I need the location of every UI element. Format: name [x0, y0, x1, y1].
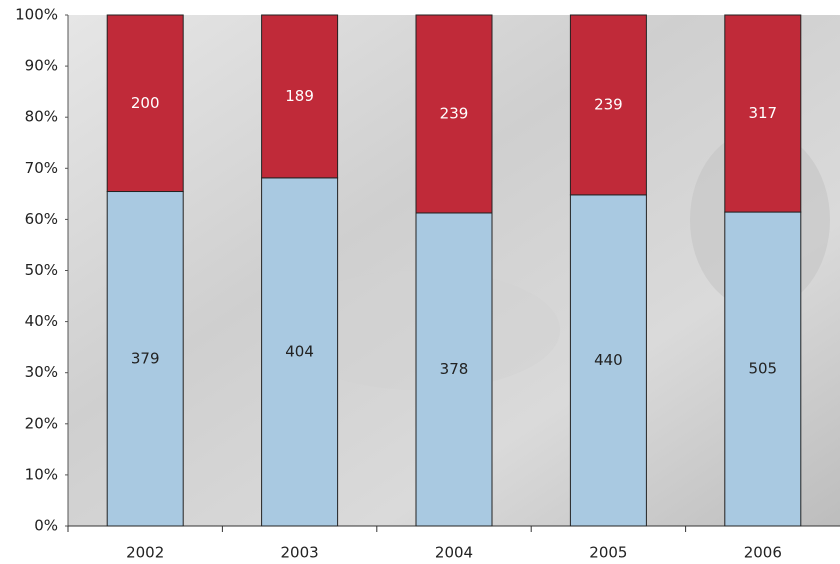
bar-segment: [724, 14, 802, 213]
data-label: 239: [594, 95, 623, 113]
y-tick-label: 70%: [25, 159, 58, 177]
bar-segment: [569, 14, 647, 196]
data-label: 378: [440, 360, 469, 378]
data-label: 200: [131, 94, 160, 112]
data-label: 317: [748, 104, 777, 122]
y-tick-label: 30%: [25, 363, 58, 381]
y-tick-label: 20%: [25, 414, 58, 432]
x-tick-label: 2004: [435, 544, 473, 562]
bar-segment: [261, 177, 339, 527]
bar-segment: [569, 194, 647, 527]
data-label: 239: [440, 104, 469, 122]
data-label: 440: [594, 351, 623, 369]
bar-segment: [415, 212, 493, 527]
y-tick-label: 0%: [34, 517, 58, 535]
data-label: 404: [285, 342, 314, 360]
x-tick-label: 2006: [744, 544, 782, 562]
y-tick-label: 50%: [25, 261, 58, 279]
bar-segment: [724, 211, 802, 527]
bar-segment: [415, 14, 493, 214]
data-label: 505: [748, 360, 777, 378]
x-tick-label: 2002: [126, 544, 164, 562]
bar-segment: [261, 14, 339, 179]
data-label: 379: [131, 349, 160, 367]
bar-segment: [106, 191, 184, 527]
bar-segment: [106, 14, 184, 193]
y-tick-label: 40%: [25, 312, 58, 330]
x-tick-label: 2003: [281, 544, 319, 562]
y-tick-label: 90%: [25, 57, 58, 75]
y-tick-label: 10%: [25, 465, 58, 483]
y-tick-label: 100%: [15, 6, 58, 24]
x-tick-label: 2005: [589, 544, 627, 562]
data-label: 189: [285, 87, 314, 105]
y-tick-label: 80%: [25, 108, 58, 126]
y-tick-label: 60%: [25, 210, 58, 228]
